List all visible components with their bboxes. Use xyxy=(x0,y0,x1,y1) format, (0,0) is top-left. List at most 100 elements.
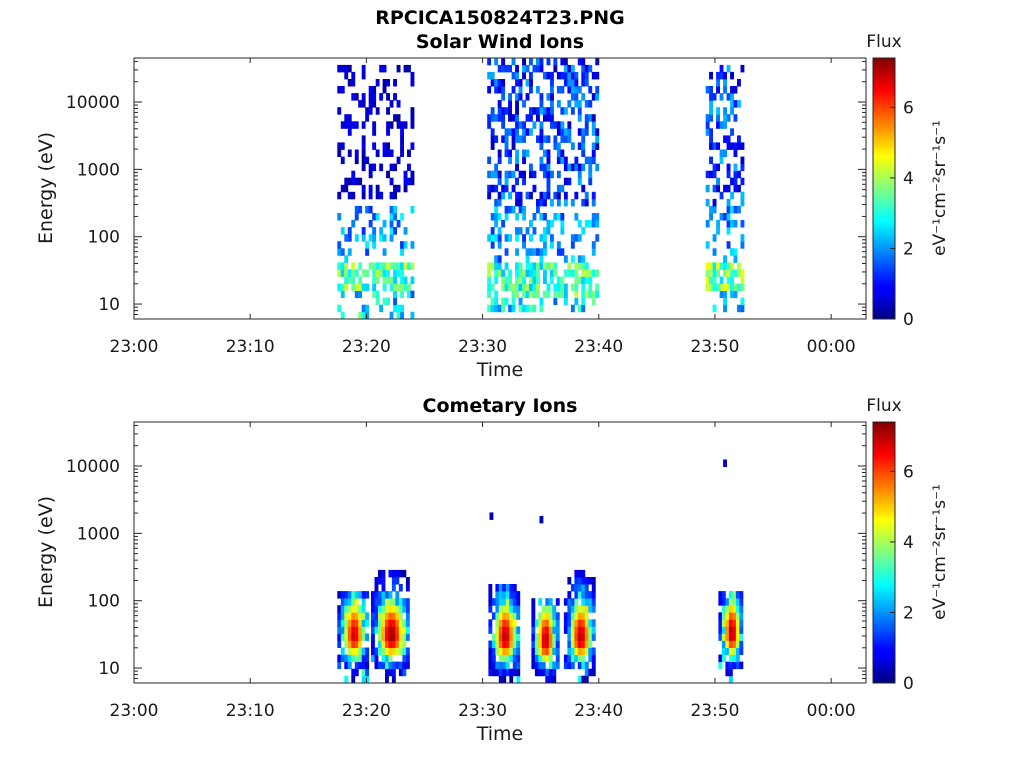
flux-cell xyxy=(595,220,600,228)
flux-cell xyxy=(705,198,710,207)
flux-cell xyxy=(556,128,561,136)
flux-cell xyxy=(733,184,738,193)
flux-cell xyxy=(487,290,492,299)
flux-cell xyxy=(726,213,731,221)
flux-cell xyxy=(725,619,730,627)
flux-cell xyxy=(501,79,506,87)
flux-cell xyxy=(505,668,510,677)
flux-cell xyxy=(522,241,526,249)
flux-cell xyxy=(550,234,554,242)
flux-cell xyxy=(505,626,510,634)
flux-cell xyxy=(733,248,738,256)
flux-cell xyxy=(541,619,546,627)
flux-cell xyxy=(386,262,390,270)
flux-cell xyxy=(490,304,495,313)
flux-cell xyxy=(487,170,492,179)
flux-cell xyxy=(490,135,495,143)
flux-cell xyxy=(398,569,403,578)
flux-cell xyxy=(712,205,717,214)
flux-cell xyxy=(712,283,717,291)
flux-cell xyxy=(522,304,526,313)
flux-cell xyxy=(344,184,349,193)
flux-cell xyxy=(536,135,540,143)
flux-cell xyxy=(581,675,586,684)
flux-cell xyxy=(494,255,499,263)
flux-cell xyxy=(498,675,503,684)
flux-cell xyxy=(491,612,496,620)
flux-cell xyxy=(546,177,551,186)
flux-cell xyxy=(372,163,377,172)
flux-cell xyxy=(511,205,516,214)
flux-cell xyxy=(372,142,377,150)
flux-cell xyxy=(529,71,533,80)
flux-cell xyxy=(591,220,596,228)
flux-cell xyxy=(567,121,572,129)
flux-cell xyxy=(347,591,352,599)
flux-cell xyxy=(365,654,370,663)
flux-cell xyxy=(375,297,380,306)
flux-cell xyxy=(368,93,373,101)
flux-cell xyxy=(344,262,349,270)
flux-cell xyxy=(491,647,496,655)
flux-cell xyxy=(718,626,723,634)
flux-cell xyxy=(719,64,724,73)
colorbar-tick-label: 0 xyxy=(903,310,914,330)
flux-cell xyxy=(728,591,733,599)
flux-cell xyxy=(382,276,387,284)
flux-cell xyxy=(487,234,492,242)
flux-cell xyxy=(504,142,509,150)
flux-cell xyxy=(595,234,600,242)
flux-cell xyxy=(595,93,600,101)
flux-cell xyxy=(591,149,596,157)
panel-title: Cometary Ions xyxy=(423,395,578,417)
flux-cell xyxy=(529,283,533,291)
flux-cell xyxy=(361,100,366,108)
flux-cell xyxy=(368,170,373,179)
flux-cell xyxy=(553,269,558,277)
flux-cell xyxy=(378,605,382,613)
flux-cell xyxy=(577,304,582,313)
flux-cell xyxy=(574,71,579,80)
flux-cell xyxy=(361,304,366,313)
flux-cell xyxy=(574,612,579,620)
flux-cell xyxy=(716,107,720,115)
flux-cell xyxy=(511,283,516,291)
flux-cell xyxy=(337,304,342,313)
flux-cell xyxy=(351,71,356,80)
flux-cell xyxy=(728,647,733,655)
flux-cell xyxy=(389,262,394,270)
flux-cell xyxy=(709,128,713,136)
flux-cell xyxy=(508,149,512,157)
flux-cell xyxy=(595,128,600,136)
flux-cell xyxy=(511,71,516,80)
flux-cell xyxy=(379,163,384,172)
flux-cell xyxy=(577,633,582,641)
flux-cell xyxy=(737,184,741,193)
flux-cell xyxy=(553,121,558,129)
flux-cell xyxy=(525,128,530,136)
flux-cell xyxy=(487,283,492,291)
flux-cell xyxy=(398,619,403,627)
flux-cell xyxy=(581,283,586,291)
flux-cell xyxy=(726,227,731,235)
flux-cell xyxy=(515,290,519,299)
flux-cell xyxy=(730,262,734,270)
flux-cell xyxy=(591,71,596,80)
flux-cell xyxy=(488,591,493,599)
flux-cell xyxy=(740,191,745,200)
flux-cell xyxy=(494,220,499,228)
flux-cell xyxy=(739,598,744,606)
flux-cell xyxy=(733,255,738,263)
flux-cell xyxy=(574,633,579,641)
flux-cell xyxy=(501,276,506,284)
flux-cell xyxy=(584,156,589,165)
flux-cell xyxy=(719,121,724,129)
flux-cell xyxy=(716,86,720,94)
flux-cell xyxy=(365,156,370,165)
flux-cell xyxy=(570,71,575,80)
flux-cell xyxy=(378,591,382,599)
flux-cell xyxy=(371,612,375,620)
flux-cell xyxy=(400,276,404,284)
flux-cell xyxy=(340,64,345,73)
